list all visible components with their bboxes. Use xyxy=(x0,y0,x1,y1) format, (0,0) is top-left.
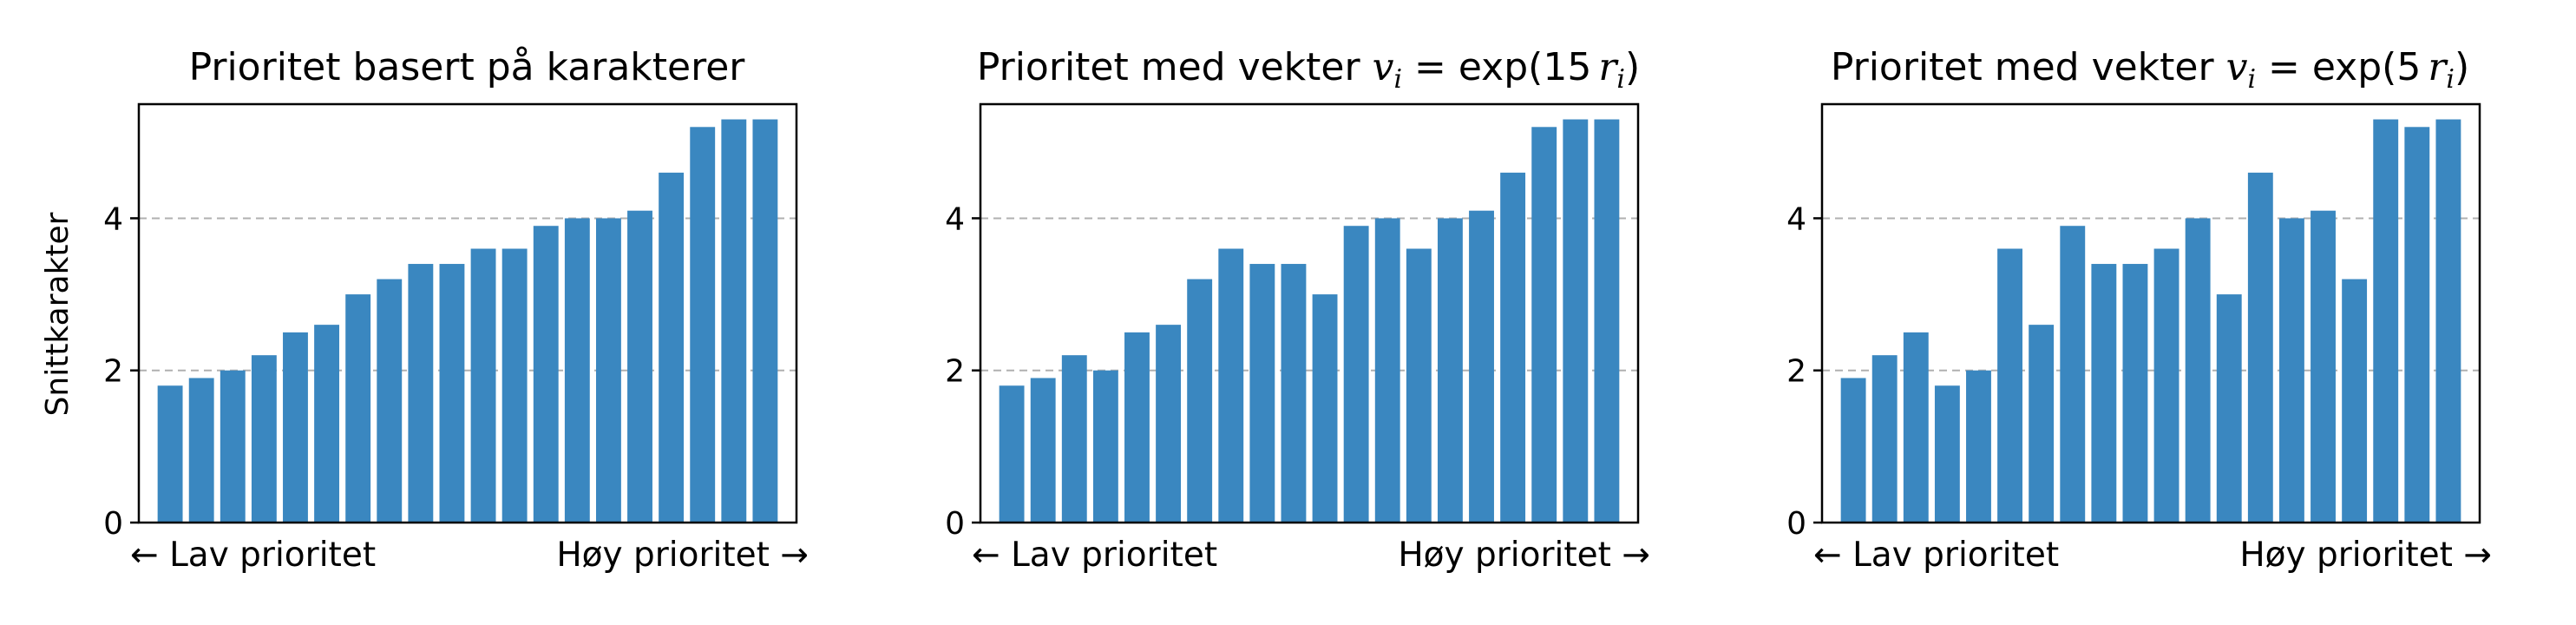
bar xyxy=(2122,264,2148,523)
y-tick-label: 2 xyxy=(103,354,123,390)
chart-panel-1: Prioritet basert på karakterer Snittkara… xyxy=(40,45,809,575)
x-right-label: Høy prioritet → xyxy=(2239,536,2492,575)
chart-title: Prioritet basert på karakterer xyxy=(189,45,746,89)
x-right-label: Høy prioritet → xyxy=(1398,536,1650,575)
chart-panel-2: Prioritet med vekter vi = exp(15 ri) 024 … xyxy=(945,45,1650,575)
y-tick-label: 0 xyxy=(1786,506,1806,542)
bar xyxy=(377,279,403,523)
bar xyxy=(2216,294,2242,523)
bar xyxy=(2091,264,2117,523)
bar xyxy=(439,264,465,523)
bar xyxy=(2278,218,2304,523)
bar xyxy=(188,378,214,523)
bar xyxy=(501,248,528,523)
chart-title: Prioritet med vekter vi = exp(5 ri) xyxy=(1831,45,2469,95)
bar xyxy=(1500,172,1526,523)
bar xyxy=(1249,264,1275,523)
y-tick-label: 4 xyxy=(1786,201,1806,237)
bar xyxy=(1156,325,1182,523)
bar xyxy=(1061,355,1087,523)
y-tick-label: 4 xyxy=(103,201,123,237)
bar xyxy=(1997,248,2023,523)
bar xyxy=(1934,385,1960,523)
bar xyxy=(1871,355,1898,523)
bar xyxy=(1218,248,1244,523)
bar xyxy=(1437,218,1463,523)
bar xyxy=(2247,172,2273,523)
bar xyxy=(470,248,496,523)
bar xyxy=(1092,370,1118,523)
bar xyxy=(721,119,747,523)
bar xyxy=(1406,248,1432,523)
bar xyxy=(251,355,277,523)
bar xyxy=(533,226,559,523)
bar xyxy=(1124,332,1150,523)
y-tick-label: 2 xyxy=(945,354,965,390)
y-axis-label: Snittkarakter xyxy=(40,212,75,416)
bar xyxy=(1187,279,1213,523)
plot-frame xyxy=(979,102,1640,524)
bar xyxy=(1374,218,1400,523)
bar xyxy=(2373,119,2399,523)
bar xyxy=(999,385,1025,523)
bar xyxy=(1312,294,1338,523)
chart-title: Prioritet med vekter vi = exp(15 ri) xyxy=(977,45,1640,95)
bar xyxy=(627,210,652,523)
bar xyxy=(1563,119,1589,523)
x-left-label: ← Lav prioritet xyxy=(130,536,376,575)
bar xyxy=(283,332,308,523)
bar xyxy=(2060,226,2086,523)
x-left-label: ← Lav prioritet xyxy=(972,536,1217,575)
plot-frame xyxy=(137,102,798,524)
bar xyxy=(1966,370,1991,523)
bar xyxy=(690,127,716,523)
bar xyxy=(659,172,685,523)
bar xyxy=(314,325,340,523)
bar xyxy=(408,264,434,523)
x-right-label: Høy prioritet → xyxy=(556,536,809,575)
bar xyxy=(1594,119,1620,523)
y-tick-label: 0 xyxy=(945,506,965,542)
bar xyxy=(2153,248,2179,523)
bar xyxy=(2311,210,2336,523)
bar xyxy=(2435,119,2461,523)
x-left-label: ← Lav prioritet xyxy=(1813,536,2059,575)
bar xyxy=(2185,218,2211,523)
bar xyxy=(345,294,371,523)
bar xyxy=(220,370,246,523)
bar xyxy=(2029,325,2055,523)
bar xyxy=(595,218,621,523)
bar xyxy=(1531,127,1557,523)
bar xyxy=(2342,279,2368,523)
bar xyxy=(1840,378,1866,523)
bar xyxy=(752,119,778,523)
bar xyxy=(564,218,590,523)
bar xyxy=(1343,226,1369,523)
chart-panel-3: Prioritet med vekter vi = exp(5 ri) 0 2 4 ←… xyxy=(1786,45,2492,575)
bar xyxy=(2404,127,2430,523)
y-tick-label: 4 xyxy=(945,201,965,237)
bar xyxy=(1469,210,1494,523)
bar xyxy=(1903,332,1929,523)
bar xyxy=(1030,378,1056,523)
bar xyxy=(1281,264,1307,523)
plot-frame xyxy=(1820,102,2481,524)
y-tick-label: 2 xyxy=(1786,354,1806,390)
bar xyxy=(157,385,183,523)
y-tick-label: 0 xyxy=(103,506,123,542)
